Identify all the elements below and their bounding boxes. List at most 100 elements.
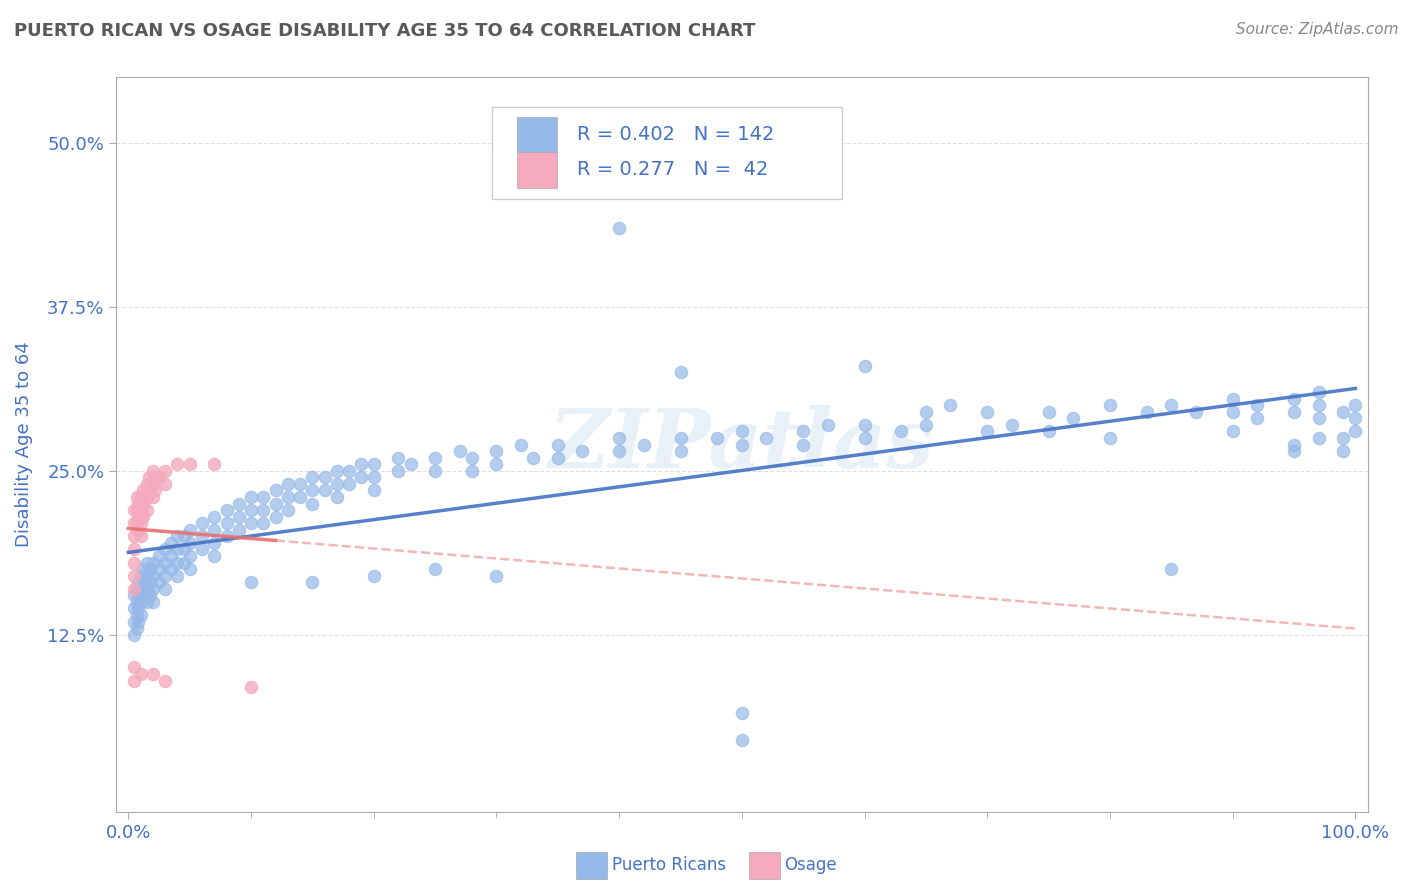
Point: [125, 516, 148, 531]
Point: [132, 562, 155, 576]
Point: [132, 588, 155, 602]
Point: [124, 628, 146, 642]
Point: [301, 575, 323, 590]
Point: [252, 516, 274, 531]
Point: [129, 667, 152, 681]
Point: [135, 568, 157, 582]
Point: [125, 608, 148, 623]
Point: [129, 503, 152, 517]
Point: [135, 582, 157, 596]
Point: [1038, 405, 1060, 419]
Point: [142, 556, 165, 570]
Point: [153, 542, 176, 557]
Point: [173, 529, 195, 543]
Point: [423, 464, 446, 478]
Point: [191, 542, 214, 557]
Y-axis label: Disability Age 35 to 64: Disability Age 35 to 64: [15, 342, 32, 548]
Point: [240, 516, 263, 531]
Point: [166, 457, 188, 471]
Point: [166, 529, 188, 543]
Text: Source: ZipAtlas.com: Source: ZipAtlas.com: [1236, 22, 1399, 37]
Point: [1246, 411, 1268, 425]
Point: [179, 549, 201, 563]
Point: [326, 464, 349, 478]
Point: [252, 503, 274, 517]
Point: [1331, 405, 1354, 419]
Point: [142, 582, 165, 596]
Point: [1160, 398, 1182, 412]
Point: [215, 503, 238, 517]
Point: [139, 575, 162, 590]
Point: [132, 509, 155, 524]
Point: [1331, 431, 1354, 445]
Point: [337, 477, 360, 491]
Point: [153, 556, 176, 570]
Point: [633, 437, 655, 451]
Point: [939, 398, 962, 412]
Point: [363, 568, 385, 582]
Point: [277, 503, 299, 517]
Point: [755, 431, 778, 445]
Point: [240, 680, 263, 694]
Point: [571, 444, 593, 458]
Point: [264, 509, 287, 524]
Point: [890, 425, 912, 439]
Point: [1308, 385, 1330, 400]
Point: [148, 549, 170, 563]
Point: [138, 483, 160, 498]
Point: [706, 431, 728, 445]
Point: [731, 706, 754, 721]
Point: [125, 595, 148, 609]
Point: [166, 542, 188, 557]
Point: [1185, 405, 1208, 419]
Point: [153, 568, 176, 582]
Point: [363, 470, 385, 484]
Point: [350, 457, 373, 471]
Point: [135, 490, 157, 504]
Point: [129, 568, 152, 582]
Point: [129, 529, 152, 543]
Point: [1038, 425, 1060, 439]
Point: [148, 470, 170, 484]
Point: [1098, 398, 1121, 412]
Point: [173, 556, 195, 570]
Point: [129, 595, 152, 609]
Point: [166, 568, 188, 582]
Point: [148, 575, 170, 590]
Point: [1098, 431, 1121, 445]
Point: [124, 516, 146, 531]
Point: [449, 444, 471, 458]
Point: [399, 457, 422, 471]
Point: [127, 497, 149, 511]
Point: [461, 464, 484, 478]
Point: [326, 477, 349, 491]
Point: [240, 490, 263, 504]
Point: [202, 457, 225, 471]
Point: [1282, 444, 1305, 458]
Point: [1344, 411, 1367, 425]
Point: [191, 529, 214, 543]
Point: [135, 556, 157, 570]
Point: [179, 536, 201, 550]
Point: [179, 562, 201, 576]
Point: [179, 457, 201, 471]
Point: [252, 490, 274, 504]
Point: [129, 608, 152, 623]
Point: [1222, 392, 1244, 406]
Point: [191, 516, 214, 531]
Point: [1282, 405, 1305, 419]
Point: [125, 503, 148, 517]
Point: [485, 444, 508, 458]
Point: [1001, 417, 1024, 432]
Point: [669, 366, 692, 380]
Point: [485, 568, 508, 582]
Point: [160, 549, 183, 563]
Text: Puerto Ricans: Puerto Ricans: [612, 856, 725, 874]
Point: [976, 405, 998, 419]
Point: [853, 359, 876, 373]
Point: [547, 437, 569, 451]
Point: [125, 490, 148, 504]
Point: [153, 477, 176, 491]
Point: [1308, 398, 1330, 412]
Point: [228, 523, 250, 537]
